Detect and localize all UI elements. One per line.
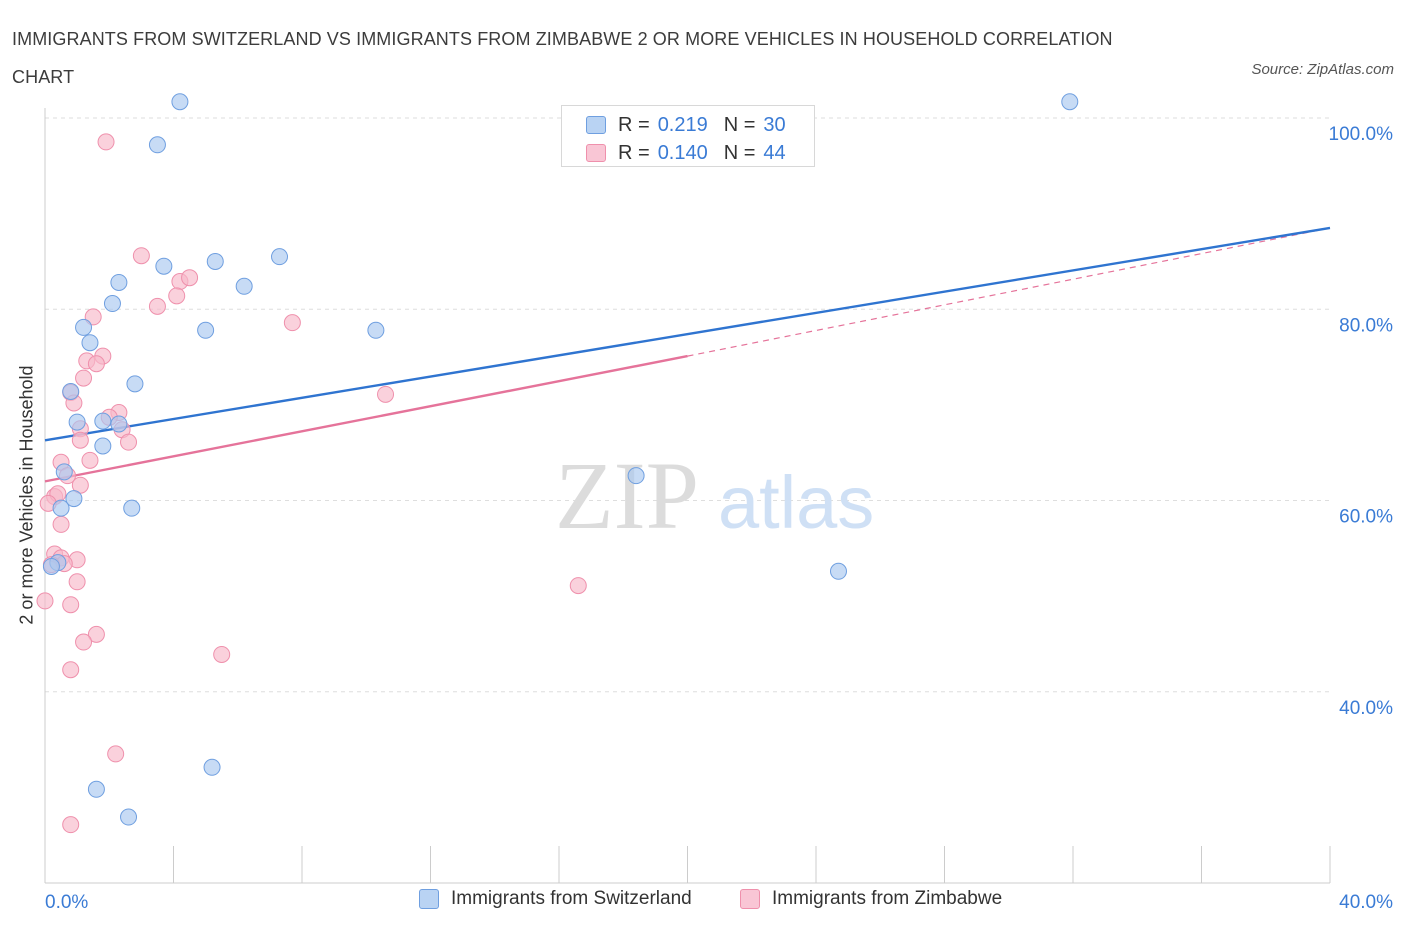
data-point-switzerland bbox=[148, 136, 166, 154]
data-point-switzerland bbox=[42, 557, 60, 575]
data-point-switzerland bbox=[68, 413, 86, 431]
data-point-zimbabwe bbox=[68, 573, 86, 591]
legend-swatch-switzerland bbox=[586, 116, 606, 134]
data-point-zimbabwe bbox=[213, 645, 231, 663]
data-point-zimbabwe bbox=[569, 577, 587, 595]
data-point-zimbabwe bbox=[62, 596, 80, 614]
data-point-zimbabwe bbox=[132, 247, 150, 265]
data-point-switzerland bbox=[367, 321, 385, 339]
legend-item-zimbabwe[interactable]: Immigrants from Zimbabwe bbox=[740, 888, 1002, 910]
legend-swatch-zimbabwe bbox=[740, 889, 760, 909]
data-point-zimbabwe bbox=[107, 745, 125, 763]
data-point-zimbabwe bbox=[36, 592, 54, 610]
y-tick-label: 100.0% bbox=[1329, 124, 1394, 145]
data-point-switzerland bbox=[87, 780, 105, 798]
r-label: R = bbox=[618, 141, 650, 164]
data-point-switzerland bbox=[120, 808, 138, 826]
data-point-zimbabwe bbox=[283, 314, 301, 332]
data-point-switzerland bbox=[197, 321, 215, 339]
y-tick-label: 40.0% bbox=[1339, 698, 1393, 719]
trend-lines bbox=[44, 226, 1331, 483]
data-point-switzerland bbox=[171, 93, 189, 111]
data-point-switzerland bbox=[52, 499, 70, 517]
data-point-switzerland bbox=[103, 295, 121, 313]
legend-label-switzerland: Immigrants from Switzerland bbox=[451, 888, 692, 909]
stats-row-zimbabwe: R = 0.140 N = 44 bbox=[586, 141, 786, 165]
r-label: R = bbox=[618, 113, 650, 136]
n-label: N = bbox=[723, 141, 756, 164]
source-label: Source: ZipAtlas.com bbox=[1251, 61, 1394, 78]
data-point-switzerland bbox=[75, 318, 93, 336]
stats-legend: R = 0.219 N = 30 R = 0.140 N = 44 bbox=[561, 105, 815, 167]
data-point-switzerland bbox=[110, 273, 128, 291]
data-point-switzerland bbox=[94, 412, 112, 430]
data-point-switzerland bbox=[126, 375, 144, 393]
chart-title: IMMIGRANTS FROM SWITZERLAND VS IMMIGRANT… bbox=[12, 29, 1113, 87]
stats-row-switzerland: R = 0.219 N = 30 bbox=[586, 113, 786, 137]
data-point-switzerland bbox=[62, 382, 80, 400]
data-point-zimbabwe bbox=[87, 625, 105, 643]
data-point-switzerland bbox=[155, 257, 173, 275]
data-point-zimbabwe bbox=[81, 451, 99, 469]
y-axis-label: 2 or more Vehicles in Household bbox=[16, 365, 37, 625]
x-tick-label: 0.0% bbox=[45, 892, 88, 913]
x-tick-label: 40.0% bbox=[1339, 892, 1393, 913]
trend-line-zimbabwe-extension bbox=[687, 227, 1331, 357]
data-point-switzerland bbox=[627, 467, 645, 485]
grid-lines bbox=[45, 117, 1330, 693]
data-point-switzerland bbox=[110, 415, 128, 433]
data-points bbox=[36, 93, 1079, 834]
data-point-zimbabwe bbox=[120, 433, 138, 451]
watermark-atlas: atlas bbox=[718, 461, 874, 544]
legend-label-zimbabwe: Immigrants from Zimbabwe bbox=[772, 888, 1003, 909]
data-point-zimbabwe bbox=[75, 369, 93, 387]
data-point-zimbabwe bbox=[181, 269, 199, 287]
data-point-switzerland bbox=[206, 252, 224, 270]
data-point-switzerland bbox=[94, 437, 112, 455]
legend-swatch-zimbabwe bbox=[586, 144, 606, 162]
data-point-zimbabwe bbox=[168, 287, 186, 305]
data-point-zimbabwe bbox=[87, 355, 105, 373]
n-value: 30 bbox=[763, 113, 786, 136]
data-point-zimbabwe bbox=[148, 297, 166, 315]
data-point-zimbabwe bbox=[52, 515, 70, 533]
data-point-zimbabwe bbox=[97, 133, 115, 151]
data-point-switzerland bbox=[123, 499, 141, 517]
legend-item-switzerland[interactable]: Immigrants from Switzerland bbox=[419, 888, 692, 910]
data-point-switzerland bbox=[271, 248, 289, 266]
n-label: N = bbox=[723, 113, 756, 136]
data-point-switzerland bbox=[203, 758, 221, 776]
data-point-zimbabwe bbox=[62, 816, 80, 834]
y-tick-label: 80.0% bbox=[1339, 315, 1393, 336]
data-point-zimbabwe bbox=[75, 633, 93, 651]
tick-labels: 40.0% 60.0% 80.0% 100.0% 0.0% 40.0% bbox=[45, 124, 1393, 913]
watermark-zip: ZIP bbox=[555, 442, 699, 549]
data-point-zimbabwe bbox=[377, 385, 395, 403]
n-value: 44 bbox=[763, 141, 786, 164]
trend-line-zimbabwe bbox=[44, 354, 688, 483]
data-point-zimbabwe bbox=[84, 308, 102, 326]
trend-line-switzerland bbox=[44, 226, 1331, 442]
data-point-switzerland bbox=[1061, 93, 1079, 111]
legend-swatch-switzerland bbox=[419, 889, 439, 909]
data-point-switzerland bbox=[55, 463, 73, 481]
r-value: 0.219 bbox=[657, 113, 708, 136]
r-value: 0.140 bbox=[657, 141, 708, 164]
data-point-switzerland bbox=[65, 490, 83, 508]
data-point-switzerland bbox=[235, 277, 253, 295]
data-point-zimbabwe bbox=[62, 661, 80, 679]
data-point-switzerland bbox=[81, 334, 99, 352]
data-point-switzerland bbox=[829, 562, 847, 580]
y-tick-label: 60.0% bbox=[1339, 507, 1393, 528]
data-point-zimbabwe bbox=[71, 431, 89, 449]
series-legend: Immigrants from Switzerland Immigrants f… bbox=[0, 888, 1406, 916]
